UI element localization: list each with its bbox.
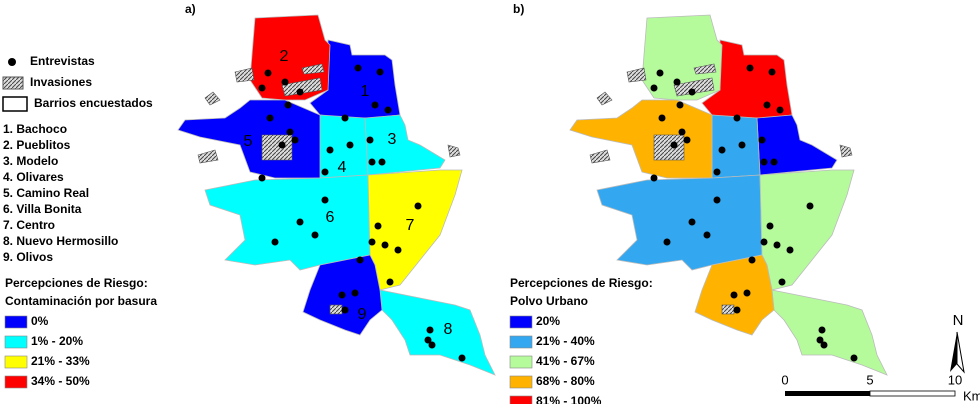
key-item: Barrios encuestados — [34, 96, 153, 110]
legend-label: 1% - 20% — [31, 334, 83, 348]
neighborhood: 2. Pueblitos — [3, 138, 71, 152]
legend-swatch — [509, 335, 533, 349]
neighborhood-list: 1. Bachoco 2. Pueblitos 3. Modelo 4. Olivar… — [3, 122, 118, 264]
key-item: Entrevistas — [30, 54, 95, 68]
neighborhood: 6. Villa Bonita — [3, 202, 82, 216]
legend-label: 21% - 40% — [536, 334, 595, 348]
scale-tick-label: 10 — [948, 372, 962, 387]
legend-label: 20% — [536, 314, 560, 328]
legend-label: 68% - 80% — [536, 374, 595, 388]
district — [367, 169, 463, 291]
key-box — [2, 96, 28, 112]
district-label: 1 — [361, 83, 370, 100]
key-hatch — [2, 76, 24, 90]
legend-label: 0% — [31, 314, 49, 328]
scale-tick-label: 0 — [781, 372, 788, 387]
map: 1 2 3 4 5 6 7 8 9 — [177, 14, 496, 376]
district-label: 9 — [358, 306, 367, 323]
neighborhood: 8. Nuevo Hermosillo — [3, 234, 118, 248]
district-label: 7 — [406, 217, 415, 234]
legend-swatch — [4, 315, 28, 329]
panel-label: a) — [185, 2, 196, 16]
legend-swatch — [509, 375, 533, 389]
scale-tick-label: 5 — [866, 372, 873, 387]
legend-label: 81% - 100% — [536, 394, 602, 404]
neighborhood: 4. Olivares — [3, 170, 64, 184]
neighborhood: 3. Modelo — [3, 154, 58, 168]
north-label: N — [953, 312, 964, 329]
district-label: 4 — [338, 159, 347, 176]
scale-bar — [785, 390, 956, 397]
neighborhood: 1. Bachoco — [3, 122, 67, 136]
legends: Percepciones de Riesgo: Contaminación por… — [4, 276, 653, 409]
maps: 1 2 3 4 5 6 7 8 9 — [177, 14, 888, 376]
scale-unit: Km — [963, 388, 980, 403]
neighborhood: 7. Centro — [3, 218, 55, 232]
legend-swatch — [509, 395, 533, 409]
legend-swatch — [509, 355, 533, 369]
district-label: 6 — [326, 209, 335, 226]
legend-subtitle: Contaminación por basura — [5, 294, 157, 308]
district — [759, 169, 855, 291]
district — [596, 174, 763, 271]
district-label: 5 — [244, 133, 253, 150]
legend-label: 34% - 50% — [31, 374, 90, 388]
district — [569, 99, 713, 179]
district — [379, 289, 496, 376]
district — [364, 114, 446, 176]
invasions — [589, 63, 853, 315]
district — [711, 114, 761, 179]
invasions — [197, 63, 461, 315]
north-arrow — [950, 331, 965, 374]
panel-label: b) — [513, 2, 524, 16]
legend-label: 21% - 33% — [31, 354, 90, 368]
key-item: Invasiones — [30, 75, 92, 89]
district-label: 3 — [388, 131, 397, 148]
interview-points — [650, 64, 858, 362]
legend-swatch — [509, 315, 533, 329]
district-label: 2 — [280, 48, 289, 65]
key-dot — [8, 58, 16, 66]
district — [204, 174, 371, 271]
district — [756, 114, 838, 176]
legend-label: 41% - 67% — [536, 354, 595, 368]
map — [569, 14, 888, 376]
legend-swatch — [4, 375, 28, 389]
district-label: 8 — [444, 321, 453, 338]
district — [771, 289, 888, 376]
legend-swatch — [4, 335, 28, 349]
interview-points — [258, 64, 466, 362]
legend-swatch — [4, 355, 28, 369]
legend-subtitle: Polvo Urbano — [510, 294, 588, 308]
neighborhood: 5. Camino Real — [3, 186, 89, 200]
legend-title: Percepciones de Riesgo: — [510, 276, 653, 290]
scale-labels: 0 5 10 — [781, 372, 962, 387]
legend-title: Percepciones de Riesgo: — [5, 276, 148, 290]
neighborhood: 9. Olivos — [3, 250, 53, 264]
